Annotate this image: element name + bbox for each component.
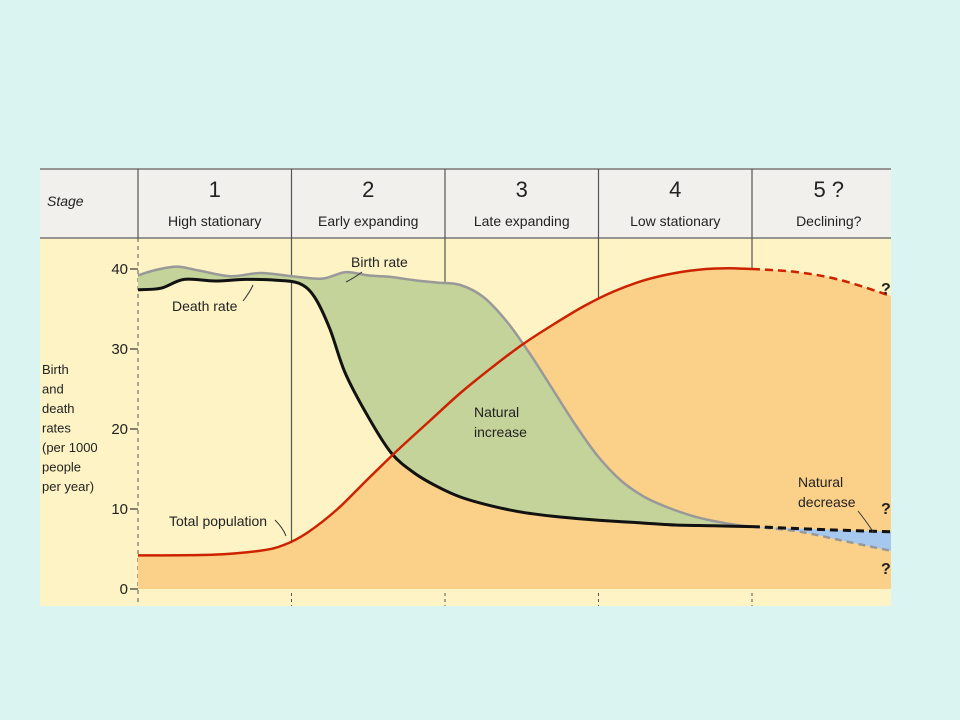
- natural-increase-label: Natural: [474, 404, 519, 420]
- header-band: [40, 168, 891, 238]
- birth-rate-leader: [345, 271, 363, 283]
- y-tick-label: 20: [111, 421, 128, 438]
- stage-name: Low stationary: [630, 213, 720, 229]
- natural-decrease-label: decrease: [798, 494, 856, 510]
- y-axis-label-line: and: [42, 382, 64, 397]
- y-axis-label-line: people: [42, 460, 81, 475]
- stage-number: 4: [669, 177, 681, 202]
- death-rate-line: [137, 277, 753, 529]
- stage-headers: 1 High stationary 2 Early expanding 3 Late ex…: [168, 177, 862, 229]
- death-rate-leader: [242, 284, 254, 302]
- stage-number: 2: [362, 177, 374, 202]
- stage-header-label: Stage: [47, 193, 84, 209]
- y-axis-label-line: (per 1000: [42, 440, 98, 455]
- demographic-transition-chart: Stage 1 High stationary 2 Early expanding 3 L…: [40, 168, 891, 606]
- birth-rate-line: [137, 265, 753, 528]
- y-tick-label: 40: [111, 261, 128, 278]
- y-tick-label: 10: [111, 501, 128, 518]
- total-population-line: [137, 266, 753, 557]
- death-rate-label: Death rate: [172, 298, 238, 314]
- y-axis-label-line: Birth: [42, 362, 69, 377]
- death-rate-projection: [751, 525, 891, 534]
- chart-svg: Stage 1 High stationary 2 Early expanding 3 L…: [40, 168, 891, 606]
- natural-decrease-leader: [857, 510, 875, 534]
- birth-rate-question-mark: ?: [881, 501, 891, 518]
- stage-name: Declining?: [796, 213, 862, 229]
- total-population-projection: [751, 267, 891, 298]
- y-axis: 0 10 20 30 40: [111, 261, 138, 598]
- y-tick-label: 30: [111, 341, 128, 358]
- death-rate-question-mark: ?: [881, 561, 891, 578]
- total-population-label: Total population: [169, 513, 267, 529]
- area-fills: [138, 266, 891, 589]
- y-tick-label: 0: [120, 581, 128, 598]
- y-axis-label-line: death: [42, 401, 75, 416]
- natural-decrease-area: [752, 526, 891, 551]
- total-population-leader: [274, 519, 287, 537]
- annotations: Birth rate Death rate Total population Natu…: [169, 254, 891, 578]
- y-axis-label-line: rates: [42, 421, 71, 436]
- y-axis-label-line: per year): [42, 479, 94, 494]
- y-axis-label: Birth and death rates (per 1000 people per yea…: [42, 362, 98, 494]
- natural-decrease-label: Natural: [798, 474, 843, 490]
- birth-rate-label: Birth rate: [351, 254, 408, 270]
- stage-name: Early expanding: [318, 213, 418, 229]
- stage-number: 5 ?: [813, 177, 844, 202]
- stage-name: Late expanding: [474, 213, 570, 229]
- population-question-mark: ?: [881, 281, 891, 298]
- stage-number: 1: [209, 177, 221, 202]
- stage-name: High stationary: [168, 213, 261, 229]
- series-lines: [137, 265, 891, 557]
- natural-increase-area: [138, 266, 752, 527]
- natural-increase-label: increase: [474, 424, 527, 440]
- stage-number: 3: [516, 177, 528, 202]
